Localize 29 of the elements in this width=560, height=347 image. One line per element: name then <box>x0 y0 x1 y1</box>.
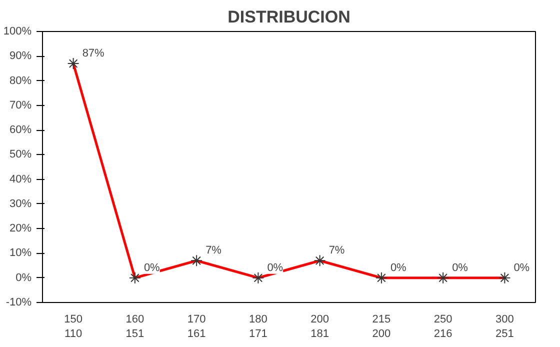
y-tick-label: 70% <box>9 99 32 112</box>
y-tick-label: 60% <box>9 124 32 136</box>
y-tick-label: 100% <box>3 26 32 38</box>
text: 0% <box>390 262 406 274</box>
y-tick-label: 80% <box>9 74 32 87</box>
y-tick-label: 10% <box>9 247 32 260</box>
text: 7% <box>328 244 345 257</box>
x-tick-label: 170 161 <box>187 314 206 340</box>
y-tick-label: 0% <box>16 272 32 284</box>
text: 0% <box>144 262 160 274</box>
x-tick-label: 150 110 <box>64 314 82 340</box>
text: 87% <box>82 48 104 60</box>
x-tick-label: 180 171 <box>249 314 268 340</box>
y-tick-label: 40% <box>9 173 32 186</box>
x-tick-label: 200 181 <box>310 314 329 340</box>
x-tick-label: 300 251 <box>496 314 514 340</box>
y-tick-label: 30% <box>9 198 32 210</box>
text: 7% <box>206 244 222 257</box>
x-tick-label: 160 151 <box>126 314 144 340</box>
y-tick-label: 90% <box>9 50 32 62</box>
y-tick-label: 20% <box>9 222 32 235</box>
chart-title: DISTRIBUCION <box>228 8 350 26</box>
x-tick-label: 215 200 <box>372 314 391 340</box>
y-tick-label: -10% <box>6 296 32 308</box>
text: 0% <box>267 262 284 274</box>
x-tick-label: 250 216 <box>434 314 452 340</box>
text: 0% <box>514 262 530 274</box>
text: 0% <box>452 262 468 274</box>
y-tick-label: 50% <box>9 148 32 161</box>
